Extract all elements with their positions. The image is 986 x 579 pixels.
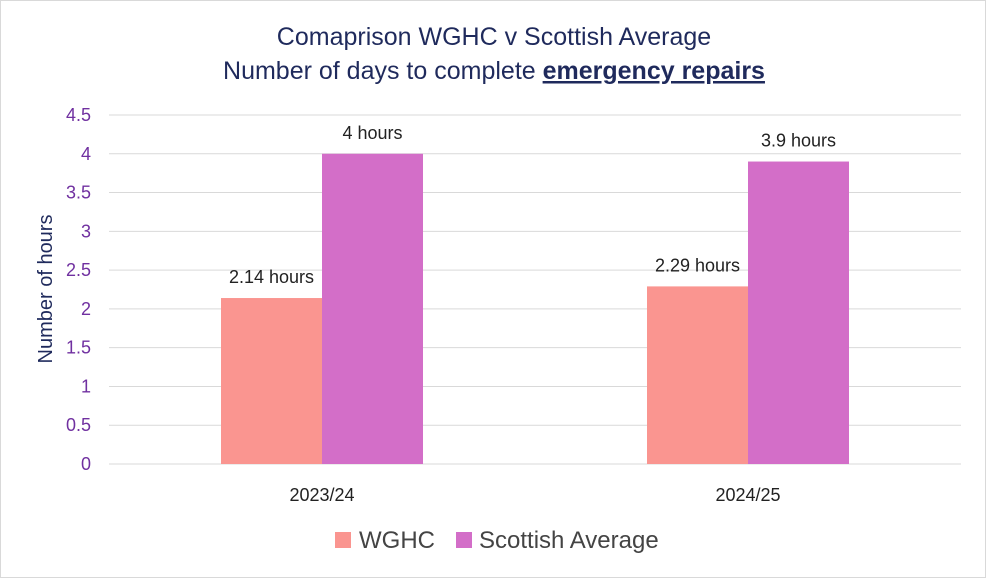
legend-swatch-wghc bbox=[335, 532, 351, 548]
x-tick-label: 2024/25 bbox=[715, 485, 780, 505]
bar-wghc bbox=[221, 298, 322, 464]
x-axis-ticks: 2023/24 2024/25 bbox=[289, 485, 780, 505]
y-tick-label: 0.5 bbox=[66, 415, 91, 435]
y-tick-label: 4.5 bbox=[66, 105, 91, 125]
legend-label: Scottish Average bbox=[479, 527, 659, 554]
y-tick-label: 3.5 bbox=[66, 183, 91, 203]
legend: WGHC Scottish Average bbox=[335, 527, 659, 554]
y-tick-label: 1 bbox=[81, 376, 91, 396]
chart-title-line1: Comaprison WGHC v Scottish Average bbox=[277, 23, 711, 51]
bar-scottish-average bbox=[322, 153, 423, 464]
y-axis-ticks: 0 0.5 1 1.5 2 2.5 3 3.5 4 4.5 bbox=[66, 105, 91, 474]
bar-scottish-average bbox=[748, 161, 849, 465]
y-axis-label: Number of hours bbox=[35, 215, 57, 364]
y-tick-label: 1.5 bbox=[66, 338, 91, 358]
y-tick-label: 3 bbox=[81, 221, 91, 241]
data-labels: 2.14 hours 4 hours 2.29 hours 3.9 hours bbox=[229, 123, 836, 287]
data-label: 2.29 hours bbox=[655, 255, 740, 275]
chart-title-emphasis: emergency repairs bbox=[543, 57, 765, 85]
chart-title-prefix: Number of days to complete bbox=[223, 57, 543, 85]
data-label: 3.9 hours bbox=[761, 131, 836, 151]
legend-swatch-scottish-average bbox=[456, 532, 472, 548]
chart-title-line2: Number of days to complete emergency rep… bbox=[223, 57, 765, 85]
legend-label: WGHC bbox=[359, 527, 435, 554]
x-tick-label: 2023/24 bbox=[289, 485, 354, 505]
data-label: 2.14 hours bbox=[229, 267, 314, 287]
y-tick-label: 2.5 bbox=[66, 260, 91, 280]
bars bbox=[221, 153, 849, 465]
data-label: 4 hours bbox=[342, 123, 402, 143]
y-tick-label: 4 bbox=[81, 144, 91, 164]
y-tick-label: 0 bbox=[81, 454, 91, 474]
y-tick-label: 2 bbox=[81, 299, 91, 319]
bar-wghc bbox=[647, 286, 748, 464]
